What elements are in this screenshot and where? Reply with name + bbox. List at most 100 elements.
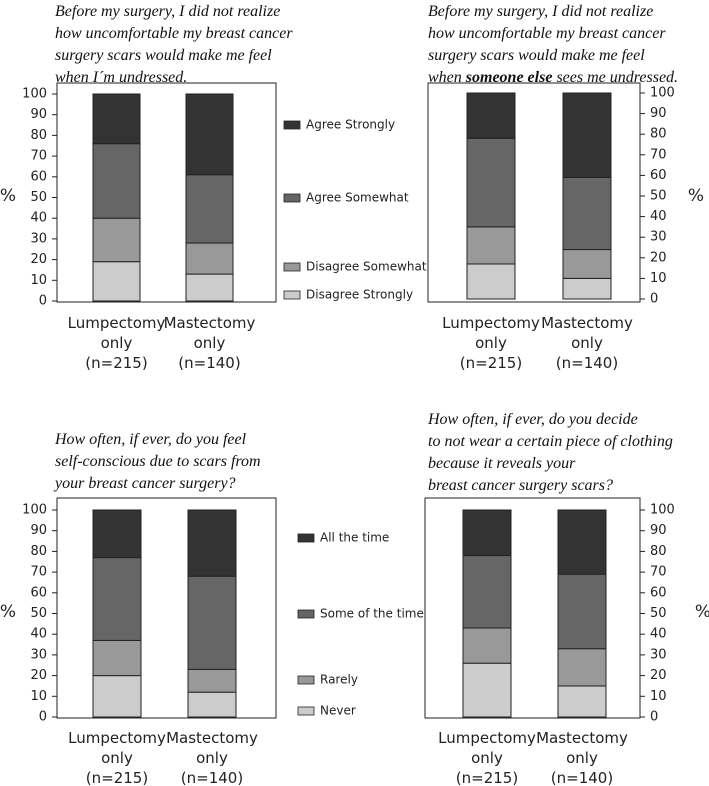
- chart: Before my surgery, I did not realize how …: [0, 3, 427, 372]
- y-tick-label: 90: [30, 523, 47, 538]
- bar-segment: [185, 174, 234, 244]
- plot-frame: [424, 497, 641, 719]
- y-tick-label: 40: [650, 627, 667, 642]
- bar-segment: [92, 217, 141, 263]
- y-tick-label: 100: [650, 86, 675, 101]
- x-tick-label: Mastectomy only (n=140): [164, 314, 256, 372]
- x-tick-line: only: [571, 334, 603, 352]
- bar-segment: [187, 509, 237, 577]
- plot-frame: [56, 82, 277, 303]
- y-tick-label: 20: [650, 668, 667, 683]
- x-tick-line: (n=215): [85, 354, 147, 372]
- legend-swatch: [283, 290, 301, 300]
- legend-label: Agree Strongly: [306, 118, 395, 132]
- title-line: sees me undressed.: [552, 69, 678, 86]
- bar-segment: [92, 675, 142, 718]
- y-tick-label: 0: [650, 292, 658, 307]
- legend-swatch: [297, 706, 315, 716]
- bar-segment: [185, 273, 234, 302]
- x-tick-line: (n=215): [86, 769, 148, 786]
- bar-segment: [466, 226, 516, 265]
- bar-segment: [562, 176, 612, 251]
- legend-swatch: [283, 262, 301, 272]
- chart: How often, if ever, do you decide to not …: [424, 411, 709, 786]
- y-tick-label: 80: [30, 544, 47, 559]
- legend-label: Never: [320, 704, 356, 718]
- legend-label: Disagree Somewhat: [306, 260, 427, 274]
- bar-segment: [557, 648, 607, 687]
- title-line: Before my surgery, I did not realize: [428, 3, 653, 20]
- y-tick-label: 80: [30, 128, 47, 143]
- y-axis-label: %: [695, 602, 709, 622]
- x-tick-line: (n=140): [181, 769, 243, 786]
- title-line: Before my surgery, I did not realize: [55, 3, 280, 20]
- y-tick-label: 40: [650, 209, 667, 224]
- x-tick-label: Lumpectomy only (n=215): [442, 314, 540, 372]
- title-line: your breast cancer surgery?: [53, 475, 236, 492]
- title-line: how uncomfortable my breast cancer: [55, 25, 293, 42]
- y-tick-label: 30: [30, 231, 47, 246]
- chart-title: How often, if ever, do you feel self-cons…: [53, 431, 261, 492]
- y-tick-label: 100: [650, 503, 675, 518]
- chart-title: Before my surgery, I did not realize how …: [428, 3, 678, 86]
- y-tick-label: 90: [650, 523, 667, 538]
- y-tick-label: 100: [22, 503, 47, 518]
- y-tick-label: 20: [650, 250, 667, 265]
- bar-segment: [562, 92, 612, 178]
- plot-frame: [56, 497, 277, 719]
- x-tick-line: only: [101, 749, 133, 767]
- y-tick-label: 40: [30, 211, 47, 226]
- y-tick-label: 20: [30, 668, 47, 683]
- bar-segment: [466, 92, 516, 139]
- y-tick-label: 10: [650, 689, 667, 704]
- title-line: surgery scars would make me feel: [428, 47, 645, 64]
- x-tick-line: only: [194, 334, 226, 352]
- bar-segment: [557, 509, 607, 575]
- title-line: how uncomfortable my breast cancer: [428, 25, 666, 42]
- y-tick-label: 100: [22, 87, 47, 102]
- x-tick-line: only: [566, 749, 598, 767]
- y-tick-label: 60: [30, 169, 47, 184]
- y-tick-label: 0: [39, 710, 47, 725]
- y-tick-label: 60: [30, 585, 47, 600]
- bar-segment: [466, 137, 516, 228]
- legend-label: Some of the time: [320, 607, 424, 621]
- legend-swatch: [283, 193, 301, 203]
- bar-segment: [462, 662, 512, 718]
- x-tick-line: (n=140): [178, 354, 240, 372]
- bar-segment: [92, 143, 141, 219]
- y-tick-label: 30: [30, 647, 47, 662]
- title-line: because it reveals your: [428, 455, 576, 472]
- title-line: How often, if ever, do you feel: [54, 431, 247, 448]
- bar-segment: [466, 263, 516, 300]
- x-tick-line: only: [471, 749, 503, 767]
- y-tick-label: 0: [650, 710, 658, 725]
- y-tick-label: 80: [650, 127, 667, 142]
- y-tick-label: 30: [650, 230, 667, 245]
- y-tick-label: 40: [30, 627, 47, 642]
- x-tick-label: Lumpectomy only (n=215): [438, 729, 536, 786]
- y-axis-label: %: [0, 602, 16, 622]
- bar-segment: [185, 93, 234, 176]
- x-tick-line: Mastectomy: [541, 314, 633, 332]
- bar-segment: [187, 575, 237, 670]
- y-tick-label: 50: [30, 606, 47, 621]
- x-tick-label: Mastectomy only (n=140): [536, 729, 628, 786]
- x-tick-line: Mastectomy: [164, 314, 256, 332]
- bar-segment: [92, 261, 141, 302]
- title-line: to not wear a certain piece of clothing: [428, 433, 673, 450]
- y-tick-label: 70: [30, 149, 47, 164]
- y-tick-label: 10: [30, 689, 47, 704]
- y-tick-label: 0: [39, 294, 47, 309]
- x-tick-label: Mastectomy only (n=140): [166, 729, 258, 786]
- y-tick-label: 60: [650, 585, 667, 600]
- y-tick-label: 60: [650, 168, 667, 183]
- x-tick-line: (n=215): [460, 354, 522, 372]
- bar-segment: [92, 509, 142, 559]
- bar-segment: [462, 509, 512, 557]
- y-tick-label: 90: [30, 107, 47, 122]
- bar-segment: [462, 627, 512, 664]
- x-tick-line: (n=140): [556, 354, 618, 372]
- legend-label: Disagree Strongly: [306, 288, 413, 302]
